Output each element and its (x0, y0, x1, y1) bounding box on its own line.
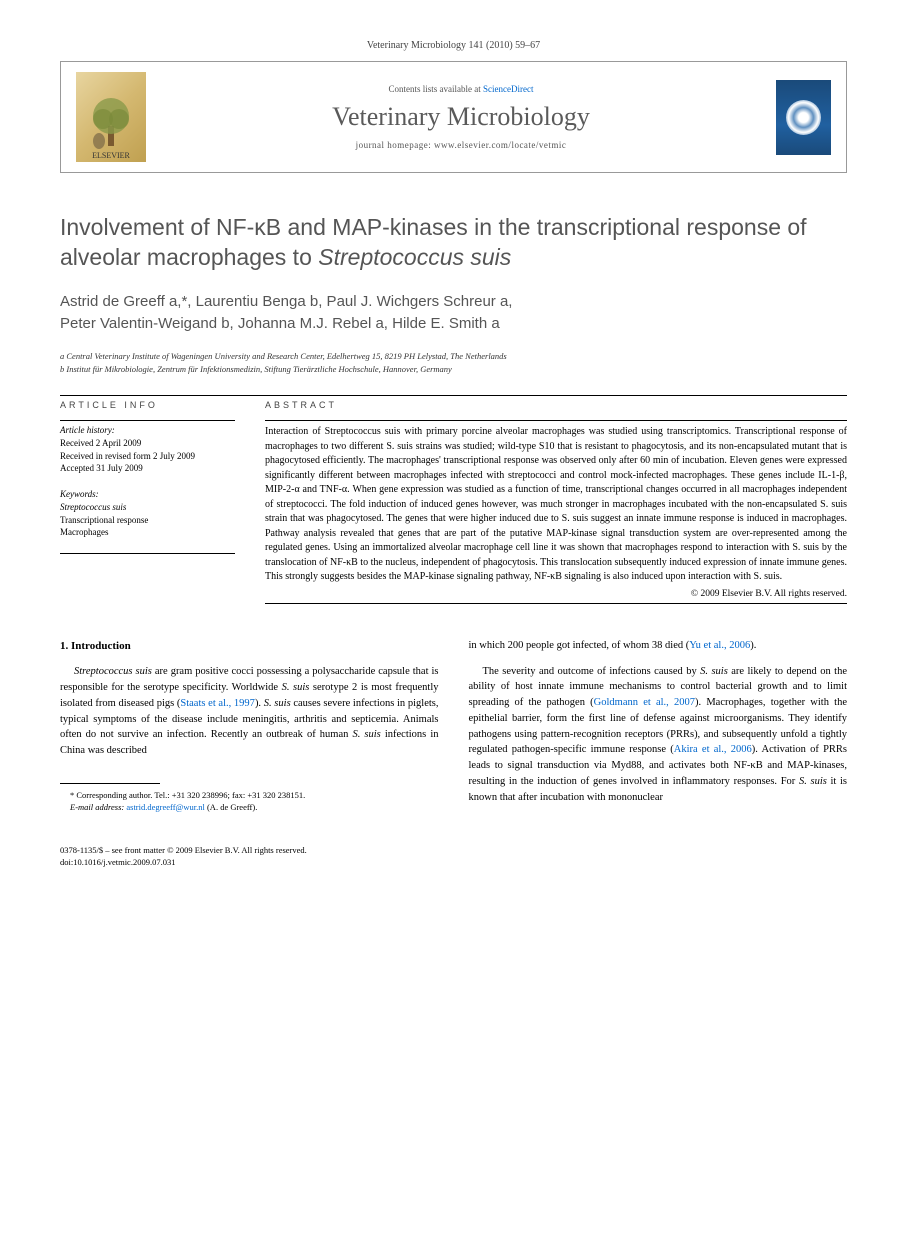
article-history-block: Article history: Received 2 April 2009 R… (60, 425, 235, 475)
sciencedirect-link[interactable]: ScienceDirect (483, 84, 533, 94)
journal-center-block: Contents lists available at ScienceDirec… (161, 84, 761, 150)
corresponding-author-footnote: * Corresponding author. Tel.: +31 320 23… (60, 790, 439, 814)
abstract-text: Interaction of Streptococcus suis with p… (265, 425, 847, 585)
author-list: Astrid de Greeff a,*, Laurentiu Benga b,… (60, 291, 847, 336)
authors-line-2: Peter Valentin-Weigand b, Johanna M.J. R… (60, 315, 500, 332)
intro-paragraph-1-cont: in which 200 people got infected, of who… (469, 638, 848, 654)
email-suffix: (A. de Greeff). (205, 802, 257, 812)
footnote-divider (60, 783, 160, 784)
contents-line: Contents lists available at ScienceDirec… (161, 84, 761, 94)
page-footer: 0378-1135/$ – see front matter © 2009 El… (60, 845, 847, 869)
history-heading: Article history: (60, 425, 235, 435)
citation-goldmann-2007[interactable]: Goldmann et al., 2007 (594, 697, 695, 708)
running-head: Veterinary Microbiology 141 (2010) 59–67 (60, 40, 847, 51)
section-title-text: Introduction (71, 640, 131, 652)
authors-line-1: Astrid de Greeff a,*, Laurentiu Benga b,… (60, 293, 512, 310)
body-column-left: 1. Introduction Streptococcus suis are g… (60, 638, 439, 816)
affiliations: a Central Veterinary Institute of Wageni… (60, 350, 847, 376)
section-heading-intro: 1. Introduction (60, 638, 439, 655)
intro-paragraph-1: Streptococcus suis are gram positive coc… (60, 664, 439, 759)
email-label: E-mail address: (70, 802, 126, 812)
date-accepted: Accepted 31 July 2009 (60, 462, 235, 475)
affiliation-a: a Central Veterinary Institute of Wageni… (60, 350, 847, 363)
journal-cover-thumbnail (776, 80, 831, 155)
journal-name: Veterinary Microbiology (161, 102, 761, 132)
keyword-2: Transcriptional response (60, 514, 235, 527)
article-info-heading: ARTICLE INFO (60, 400, 235, 410)
keywords-heading: Keywords: (60, 489, 235, 499)
date-revised: Received in revised form 2 July 2009 (60, 450, 235, 463)
abstract-divider-top (265, 420, 847, 421)
footnote-corr-line: * Corresponding author. Tel.: +31 320 23… (60, 790, 439, 802)
footer-doi-line: doi:10.1016/j.vetmic.2009.07.031 (60, 857, 847, 869)
abstract-copyright: © 2009 Elsevier B.V. All rights reserved… (265, 589, 847, 599)
section-number: 1. (60, 640, 68, 652)
citation-akira-2006[interactable]: Akira et al., 2006 (674, 744, 752, 755)
keyword-1: Streptococcus suis (60, 501, 235, 514)
divider-top (60, 395, 847, 396)
date-received: Received 2 April 2009 (60, 437, 235, 450)
corresponding-email-link[interactable]: astrid.degreeff@wur.nl (126, 802, 204, 812)
article-title: Involvement of NF-κB and MAP-kinases in … (60, 213, 847, 273)
journal-homepage: journal homepage: www.elsevier.com/locat… (161, 140, 761, 150)
article-info-column: ARTICLE INFO Article history: Received 2… (60, 400, 235, 608)
affiliation-b: b Institut für Mikrobiologie, Zentrum fü… (60, 363, 847, 376)
cover-art-icon (786, 100, 821, 135)
title-species: Streptococcus suis (318, 244, 511, 270)
info-divider-2 (60, 553, 235, 554)
elsevier-tree-icon (81, 91, 141, 151)
abstract-column: ABSTRACT Interaction of Streptococcus su… (265, 400, 847, 608)
abstract-divider-bottom (265, 603, 847, 604)
info-divider-1 (60, 420, 235, 421)
footnote-email-line: E-mail address: astrid.degreeff@wur.nl (… (60, 802, 439, 814)
contents-prefix: Contents lists available at (389, 84, 483, 94)
info-abstract-row: ARTICLE INFO Article history: Received 2… (60, 400, 847, 608)
publisher-logo: ELSEVIER (76, 72, 146, 162)
citation-yu-2006[interactable]: Yu et al., 2006 (689, 640, 750, 651)
intro-paragraph-2: The severity and outcome of infections c… (469, 664, 848, 806)
keyword-3: Macrophages (60, 526, 235, 539)
keywords-block: Keywords: Streptococcus suis Transcripti… (60, 489, 235, 539)
footer-issn-line: 0378-1135/$ – see front matter © 2009 El… (60, 845, 847, 857)
journal-masthead: ELSEVIER Contents lists available at Sci… (60, 61, 847, 173)
publisher-name: ELSEVIER (92, 151, 130, 160)
abstract-heading: ABSTRACT (265, 400, 847, 410)
body-column-right: in which 200 people got infected, of who… (469, 638, 848, 816)
body-two-column: 1. Introduction Streptococcus suis are g… (60, 638, 847, 816)
citation-staats-1997[interactable]: Staats et al., 1997 (180, 698, 255, 709)
